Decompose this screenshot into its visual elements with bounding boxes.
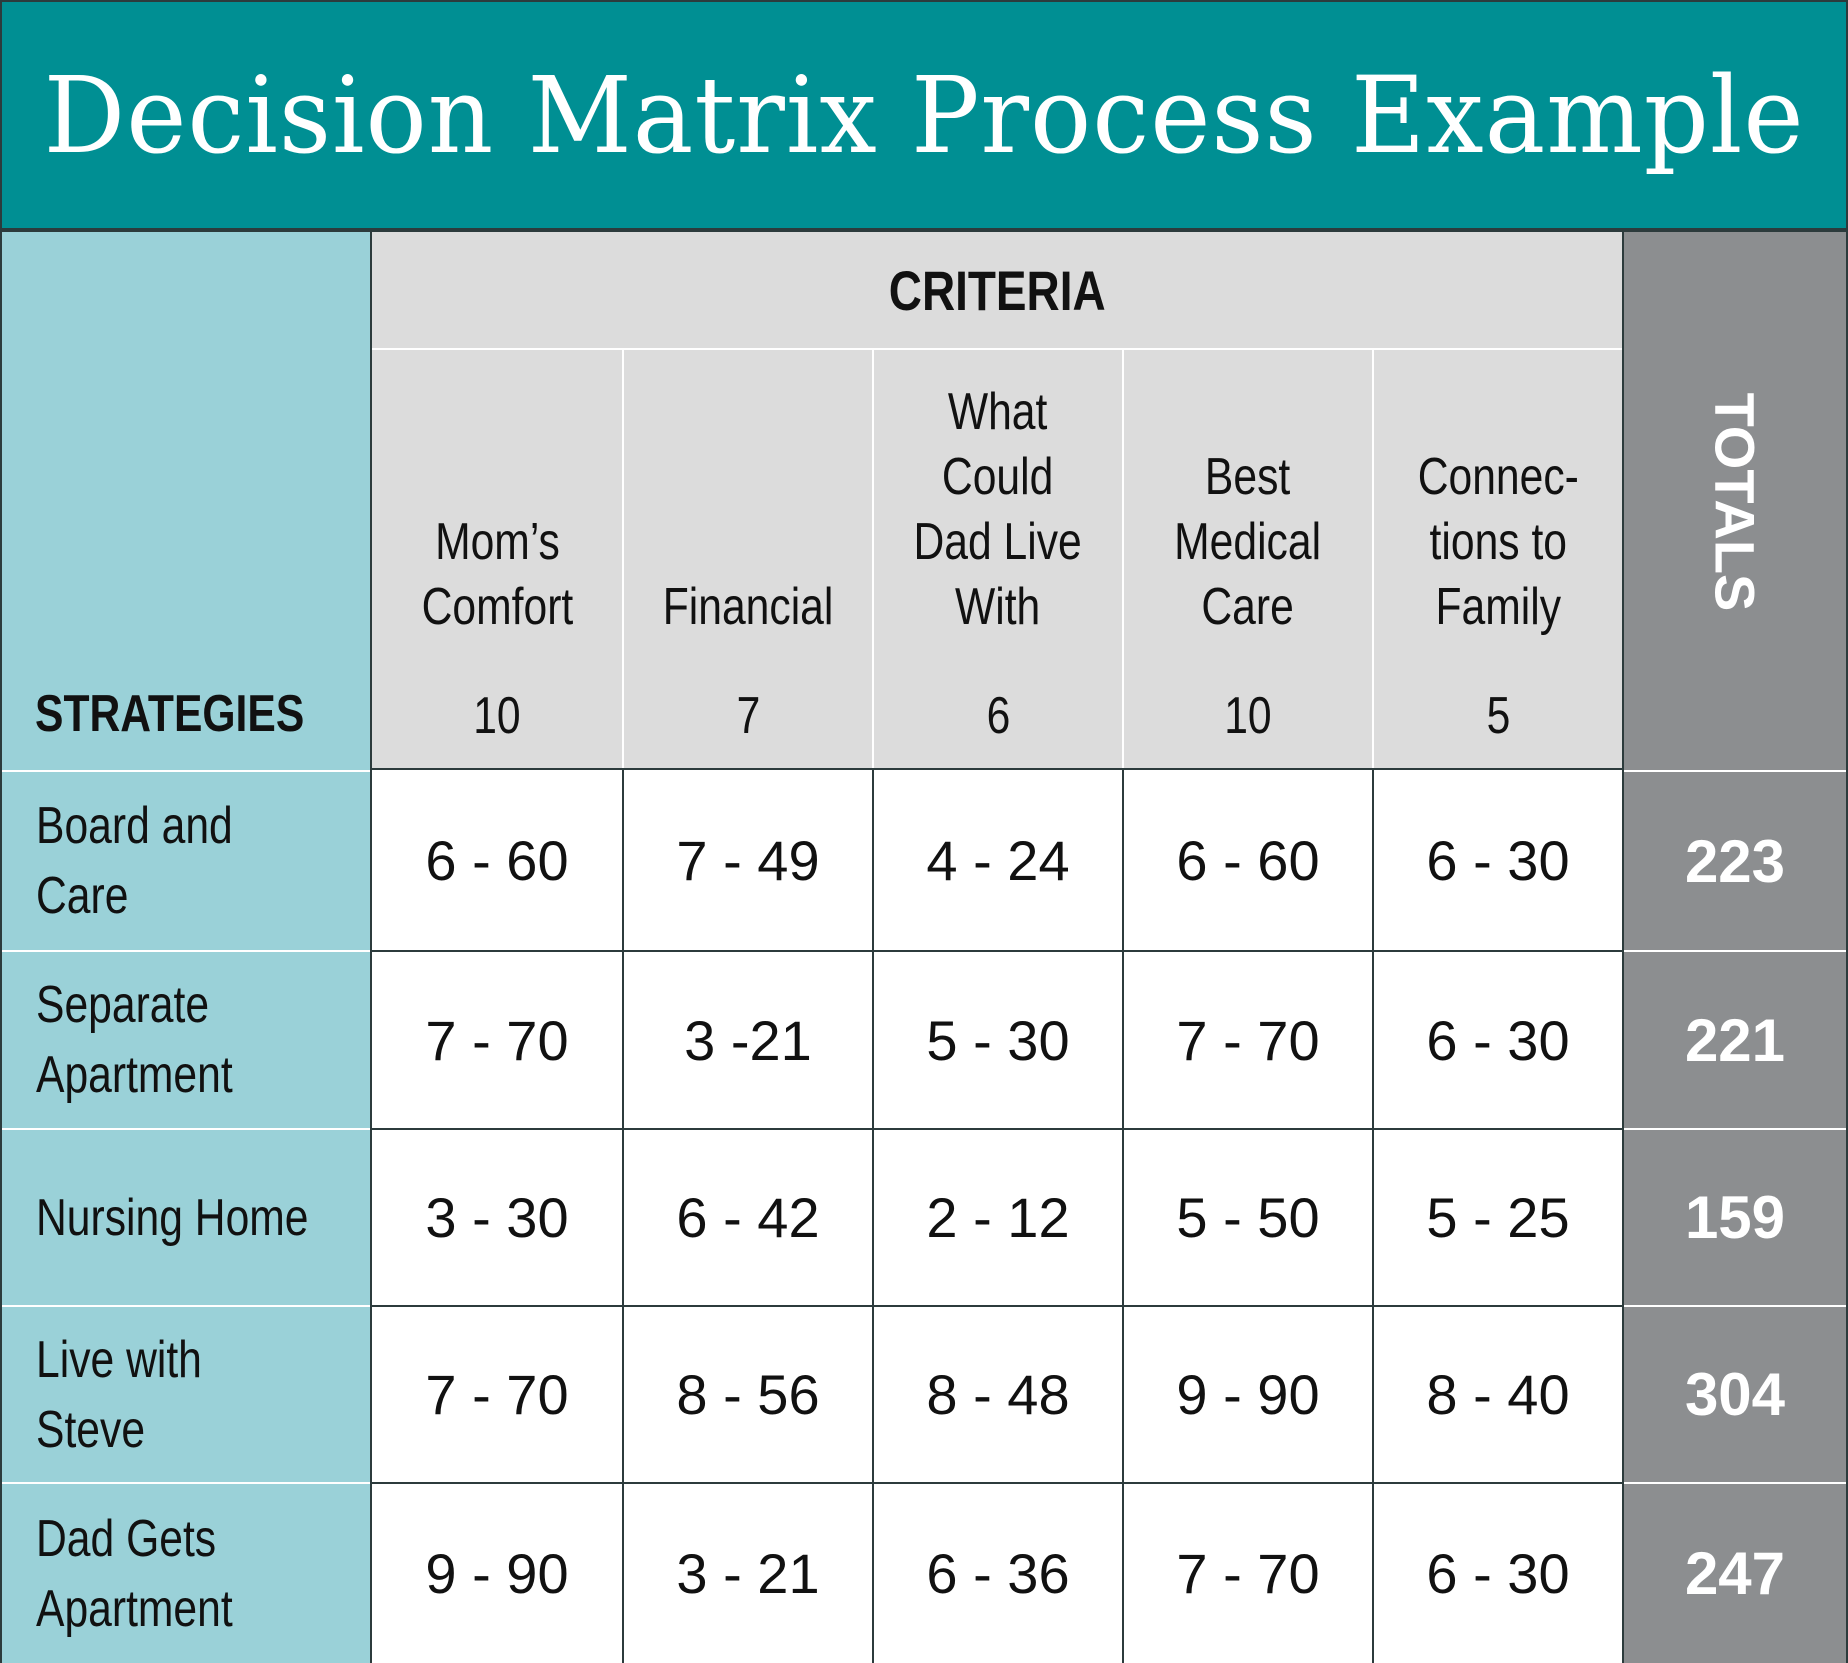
total-value: 223	[1624, 770, 1846, 950]
criteria-header-block: CRITERIA Mom’s Comfort 10 Financial 7 What C…	[372, 232, 1622, 768]
score-cell: 7 - 49	[622, 770, 872, 950]
strategy-label: Live with Steve	[36, 1330, 202, 1459]
total-value: 304	[1624, 1305, 1846, 1482]
criterion-name: Connec- tions to Family	[1417, 448, 1579, 636]
criterion-column: Connec- tions to Family 5	[1372, 350, 1622, 768]
score-cell: 8 - 40	[1372, 1305, 1622, 1482]
criterion-column: What Could Dad Live With 6	[872, 350, 1122, 768]
score-cell: 9 - 90	[372, 1482, 622, 1663]
totals-column: TOTALS 223 221 159 304 247	[1624, 232, 1846, 1663]
score-cell: 5 - 25	[1372, 1128, 1622, 1305]
criterion-name: Mom’s Comfort	[421, 513, 573, 636]
score-cell: 3 - 30	[372, 1128, 622, 1305]
strategy-label: Dad Gets Apartment	[36, 1509, 233, 1638]
strategy-cell: Board and Care	[2, 770, 370, 950]
score-cell: 5 - 50	[1122, 1128, 1372, 1305]
strategies-column: STRATEGIES Board and Care Separate Apartm…	[2, 232, 370, 1663]
score-cell: 7 - 70	[1122, 950, 1372, 1128]
criterion-name: What Could Dad Live With	[913, 383, 1083, 636]
title-bar: Decision Matrix Process Example	[2, 2, 1846, 228]
strategies-header: STRATEGIES	[35, 685, 305, 743]
score-cell: 6 - 42	[622, 1128, 872, 1305]
strategies-header-cell: STRATEGIES	[2, 232, 370, 768]
score-cell: 7 - 70	[372, 1305, 622, 1482]
score-cell: 6 - 60	[425, 828, 569, 892]
total-value: 247	[1624, 1482, 1846, 1663]
criteria-header: CRITERIA	[372, 232, 1622, 350]
strategy-label: Separate Apartment	[36, 976, 233, 1104]
totals-header: TOTALS	[1703, 392, 1767, 612]
page-title: Decision Matrix Process Example	[43, 53, 1805, 177]
strategy-cell: Nursing Home	[2, 1128, 370, 1305]
score-cell: 6 - 36	[872, 1482, 1122, 1663]
score-cell: 6 - 30	[1372, 950, 1622, 1128]
criterion-weight: 7	[736, 687, 760, 745]
score-cell: 5 - 30	[872, 950, 1122, 1128]
criterion-weight: 10	[473, 687, 521, 745]
score-cell: 7 - 70	[372, 950, 622, 1128]
score-cell: 8 - 48	[872, 1305, 1122, 1482]
strategy-cell: Separate Apartment	[2, 950, 370, 1128]
criterion-column: Mom’s Comfort 10	[372, 350, 622, 768]
criterion-weight: 5	[1486, 687, 1510, 745]
strategy-label: Board and Care	[36, 797, 233, 925]
score-cell: 7 - 70	[1122, 1482, 1372, 1663]
score-cell: 4 - 24	[872, 770, 1122, 950]
score-cell: 3 -21	[622, 950, 872, 1128]
criterion-weight: 6	[986, 687, 1010, 745]
total-value: 159	[1624, 1128, 1846, 1305]
score-grid: 6 - 60 7 - 49 4 - 24 6 - 60 6 - 30 7 - 70 3 -2…	[372, 770, 1622, 1663]
criterion-name: Best Medical Care	[1174, 448, 1322, 636]
score-cell: 8 - 56	[622, 1305, 872, 1482]
strategy-cell: Dad Gets Apartment	[2, 1482, 370, 1663]
score-cell: 2 - 12	[872, 1128, 1122, 1305]
score-cell: 9 - 90	[1122, 1305, 1372, 1482]
score-cell: 6 - 60	[1122, 770, 1372, 950]
strategy-cell: Live with Steve	[2, 1305, 370, 1482]
total-value: 221	[1624, 950, 1846, 1128]
totals-header-cell: TOTALS	[1624, 232, 1846, 768]
criterion-name: Financial	[662, 578, 834, 636]
score-cell: 6 - 30	[1372, 1482, 1622, 1663]
criterion-column: Best Medical Care 10	[1122, 350, 1372, 768]
criterion-weight: 10	[1224, 687, 1272, 745]
strategy-label: Nursing Home	[36, 1188, 309, 1247]
score-cell: 6 - 30	[1372, 770, 1622, 950]
score-cell: 3 - 21	[622, 1482, 872, 1663]
criterion-column: Financial 7	[622, 350, 872, 768]
